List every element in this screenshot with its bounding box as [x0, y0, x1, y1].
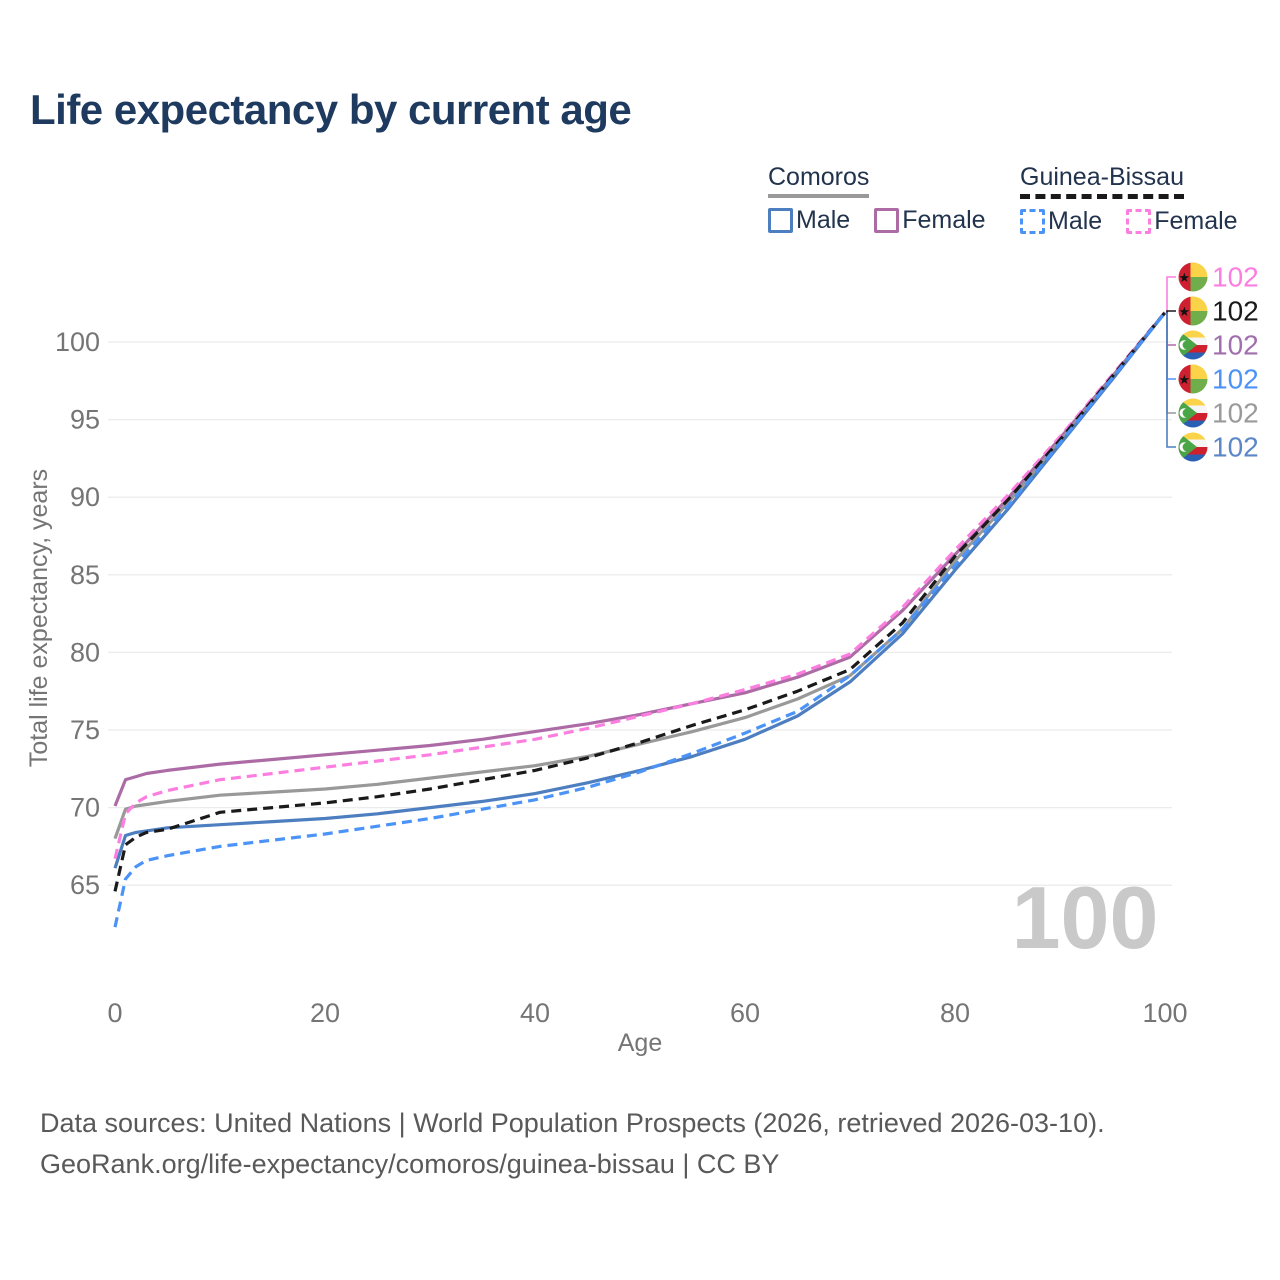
end-value-label-guinea-bissau-male: 102	[1212, 364, 1259, 395]
svg-text:★: ★	[1178, 270, 1190, 285]
svg-text:★: ★	[1178, 372, 1190, 387]
flag-icon-comoros	[1178, 330, 1208, 360]
end-value-label-guinea-bissau-female: 102	[1212, 262, 1259, 293]
end-label-leader-comoros-total	[1166, 312, 1176, 414]
y-tick-label: 100	[55, 327, 100, 357]
x-tick-label: 80	[940, 998, 970, 1028]
legend-label: Female	[902, 206, 986, 234]
series-line-guinea-bissau-total[interactable]	[113, 311, 1167, 892]
y-tick-label: 90	[70, 482, 100, 512]
y-tick-label: 80	[70, 637, 100, 667]
guinea-bissau-male-swatch-icon	[1020, 209, 1045, 234]
legend-item-comoros-male[interactable]: Male	[768, 206, 850, 235]
attribution-text: GeoRank.org/life-expectancy/comoros/guin…	[40, 1149, 780, 1179]
x-tick-label: 20	[310, 998, 340, 1028]
x-tick-label: 60	[730, 998, 760, 1028]
x-tick-label: 40	[520, 998, 550, 1028]
guinea-bissau-female-swatch-icon	[1126, 209, 1152, 234]
end-label-leader-guinea-bissau-female	[1166, 276, 1176, 313]
y-axis-title: Total life expectancy, years	[25, 469, 53, 767]
y-tick-label: 65	[70, 870, 100, 900]
end-value-label-comoros-male: 102	[1212, 432, 1259, 463]
comoros-female-swatch-icon	[874, 208, 900, 233]
flag-icon-comoros	[1178, 398, 1208, 428]
flag-icon-comoros	[1178, 432, 1208, 462]
data-sources-text: Data sources: United Nations | World Pop…	[40, 1108, 1105, 1138]
legend-item-guinea-bissau-female[interactable]: Female	[1126, 207, 1238, 236]
x-axis-title: Age	[618, 1029, 662, 1057]
series-line-comoros-total[interactable]	[113, 311, 1167, 840]
legend-items-guinea-bissau: Male Female	[1020, 207, 1238, 236]
legend-label: Male	[796, 206, 851, 234]
comoros-male-swatch-icon	[768, 208, 793, 233]
end-value-label-comoros-female: 102	[1212, 330, 1259, 361]
x-tick-label: 100	[1142, 998, 1187, 1028]
y-tick-label: 95	[70, 405, 100, 435]
legend-label: Female	[1154, 207, 1238, 235]
series-line-comoros-male[interactable]	[113, 311, 1167, 869]
series-line-comoros-female[interactable]	[113, 311, 1167, 807]
end-value-label-comoros-total: 102	[1212, 398, 1259, 429]
legend-items-comoros: Male Female	[768, 206, 986, 235]
end-label-leader-comoros-male	[1166, 312, 1176, 448]
series-line-guinea-bissau-female[interactable]	[113, 311, 1167, 860]
legend-item-guinea-bissau-male[interactable]: Male	[1020, 207, 1102, 236]
end-label-leader-guinea-bissau-total	[1166, 310, 1176, 313]
y-tick-label: 75	[70, 715, 100, 745]
flag-icon-guinea-bissau: ★	[1178, 262, 1208, 292]
flag-icon-guinea-bissau: ★	[1178, 296, 1208, 326]
flag-icon-guinea-bissau: ★	[1178, 364, 1208, 394]
legend-item-comoros-female[interactable]: Female	[874, 206, 986, 235]
legend-group-comoros: Comoros Male Female	[768, 163, 986, 235]
legend-group-guinea-bissau: Guinea-Bissau Male Female	[1020, 163, 1238, 236]
end-value-label-guinea-bissau-total: 102	[1212, 296, 1259, 327]
legend-country-guinea-bissau: Guinea-Bissau	[1020, 163, 1184, 199]
end-label-leader-comoros-female	[1166, 312, 1176, 346]
series-line-guinea-bissau-male[interactable]	[113, 311, 1167, 928]
x-tick-label: 0	[107, 998, 122, 1028]
legend-label: Male	[1048, 207, 1103, 235]
y-tick-label: 85	[70, 560, 100, 590]
y-tick-label: 70	[70, 793, 100, 823]
page-title: Life expectancy by current age	[30, 86, 632, 133]
svg-text:★: ★	[1178, 304, 1190, 319]
legend-country-comoros: Comoros	[768, 163, 870, 198]
age-watermark: 100	[1012, 868, 1159, 967]
